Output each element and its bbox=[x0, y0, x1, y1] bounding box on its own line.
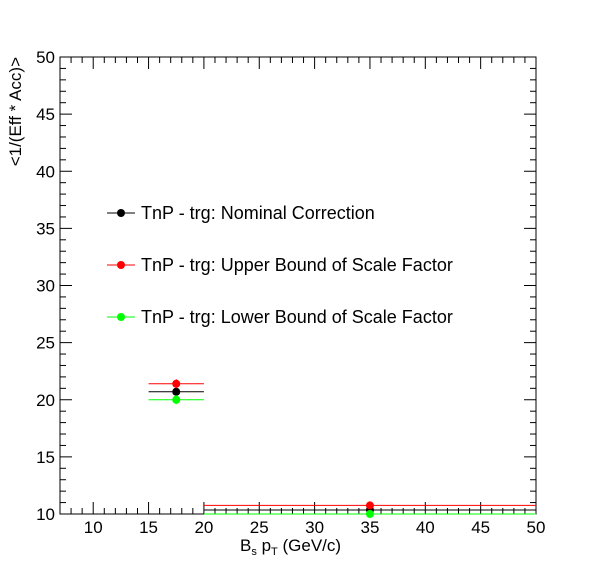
x-tick-label: 50 bbox=[527, 518, 546, 537]
y-tick-label: 15 bbox=[36, 448, 55, 467]
legend: TnP - trg: Nominal Correction TnP - trg: … bbox=[107, 203, 453, 327]
x-tick-label: 30 bbox=[305, 518, 324, 537]
legend-entry: TnP - trg: Upper Bound of Scale Factor bbox=[107, 255, 453, 275]
y-tick-label: 40 bbox=[36, 162, 55, 181]
point-marker bbox=[172, 387, 181, 396]
legend-entry: TnP - trg: Lower Bound of Scale Factor bbox=[107, 307, 453, 327]
legend-marker bbox=[117, 313, 125, 321]
point-marker bbox=[172, 395, 181, 404]
point-marker bbox=[172, 379, 181, 388]
x-tick-label: 35 bbox=[360, 518, 379, 537]
y-tick-label: 20 bbox=[36, 391, 55, 410]
x-tick-label: 15 bbox=[139, 518, 158, 537]
legend-label: TnP - trg: Lower Bound of Scale Factor bbox=[141, 307, 453, 327]
data-point bbox=[148, 395, 204, 405]
point-marker bbox=[365, 501, 374, 510]
legend-marker bbox=[117, 209, 125, 217]
x-axis-label: Bs pT (GeV/c) bbox=[240, 536, 341, 558]
data-point bbox=[148, 379, 204, 389]
point-marker bbox=[365, 510, 374, 518]
y-tick-label: 45 bbox=[36, 105, 55, 124]
data-point bbox=[203, 501, 536, 510]
axes-layer: 10 15 20 25 30 35 40 45 50 10 15 20 25 30 35 40 45 50 bbox=[36, 48, 545, 537]
legend-label: TnP - trg: Upper Bound of Scale Factor bbox=[141, 255, 453, 275]
y-tick-label: 35 bbox=[36, 219, 55, 238]
y-tick-label: 25 bbox=[36, 334, 55, 353]
x-tick-label: 10 bbox=[84, 518, 103, 537]
y-tick-label: 30 bbox=[36, 277, 55, 296]
y-axis-label: <1/(Eff * Acc)> bbox=[6, 57, 25, 166]
x-tick-label: 25 bbox=[250, 518, 269, 537]
x-tick-label: 45 bbox=[471, 518, 490, 537]
data-point bbox=[203, 510, 536, 518]
legend-label: TnP - trg: Nominal Correction bbox=[141, 203, 375, 223]
legend-entry: TnP - trg: Nominal Correction bbox=[107, 203, 375, 223]
y-tick-label: 50 bbox=[36, 48, 55, 67]
y-tick-label: 10 bbox=[36, 505, 55, 524]
data-point bbox=[148, 387, 204, 397]
x-tick-label: 40 bbox=[416, 518, 435, 537]
x-tick-label: 20 bbox=[194, 518, 213, 537]
legend-marker bbox=[117, 261, 125, 269]
data-layer bbox=[148, 379, 536, 518]
